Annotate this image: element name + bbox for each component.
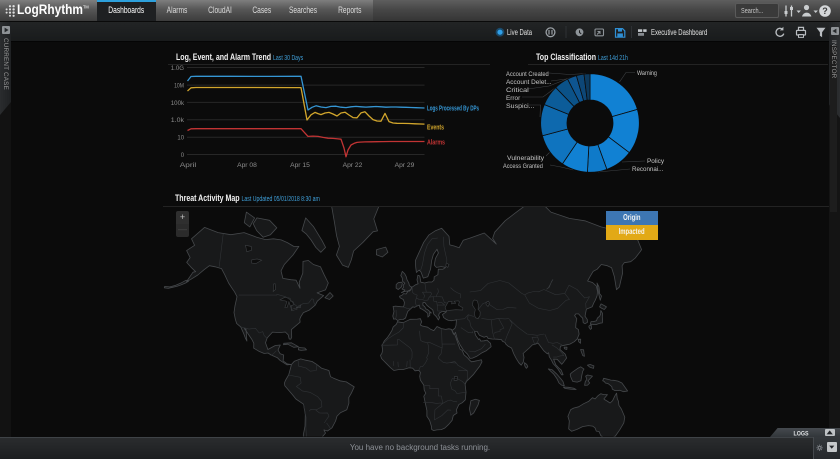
svg-text:April: April (180, 162, 197, 169)
svg-text:Alarms: Alarms (427, 140, 445, 147)
svg-text:Apr 29: Apr 29 (395, 162, 415, 169)
svg-text:1.0G: 1.0G (171, 65, 184, 72)
svg-text:10M: 10M (174, 83, 184, 90)
svg-text:100k: 100k (171, 100, 185, 107)
svg-text:Warning: Warning (637, 70, 657, 77)
svg-text:Account Delet...: Account Delet... (506, 79, 552, 86)
svg-text:Access Granted: Access Granted (503, 163, 543, 170)
svg-text:LOGS: LOGS (794, 430, 809, 437)
svg-text:Suspici...: Suspici... (506, 103, 535, 110)
svg-text:0: 0 (181, 152, 184, 159)
svg-text:Account Created: Account Created (506, 71, 549, 78)
svg-text:Apr 22: Apr 22 (343, 162, 363, 169)
svg-text:10: 10 (177, 135, 184, 142)
svg-text:Vulnerability: Vulnerability (507, 155, 545, 162)
svg-text:Error: Error (506, 95, 521, 102)
svg-text:Events: Events (427, 125, 444, 132)
svg-text:Logs Processed By DPs: Logs Processed By DPs (427, 106, 479, 113)
svg-text:Critical: Critical (506, 87, 529, 94)
svg-text:1.0k: 1.0k (171, 117, 185, 124)
svg-text:Reconnai...: Reconnai... (632, 166, 664, 173)
svg-text:Apr 08: Apr 08 (237, 162, 257, 169)
svg-text:Policy: Policy (647, 158, 665, 165)
svg-text:Apr 15: Apr 15 (290, 162, 310, 169)
